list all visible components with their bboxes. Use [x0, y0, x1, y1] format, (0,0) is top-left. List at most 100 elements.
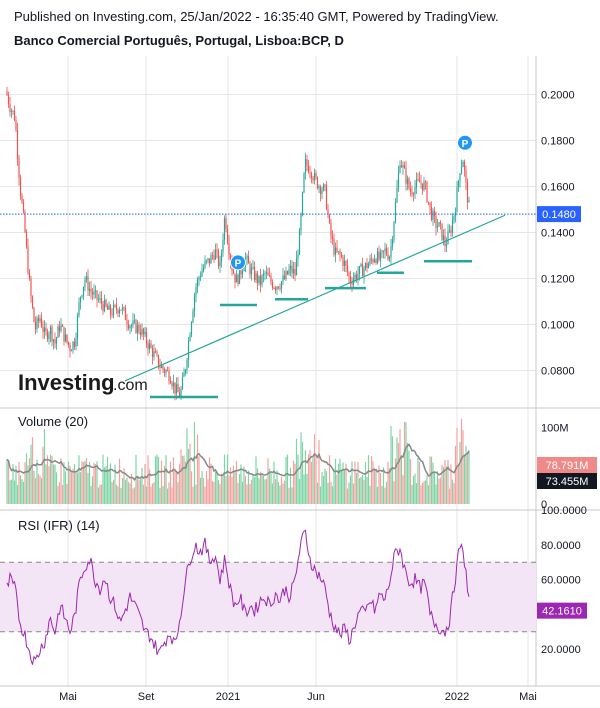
volume-bar — [135, 454, 137, 504]
candle-body — [36, 318, 38, 330]
candle-body — [205, 260, 208, 261]
volume-bar — [352, 483, 355, 504]
candle-body — [358, 266, 361, 274]
volume-bar — [159, 487, 161, 504]
candle-body — [175, 384, 178, 394]
candle-body — [318, 186, 320, 189]
candle-body — [256, 273, 259, 284]
volume-bar — [156, 454, 158, 504]
volume-bar — [435, 484, 437, 504]
candle-body — [202, 267, 205, 271]
volume-bar — [225, 476, 227, 504]
volume-bar — [357, 461, 359, 504]
candle-body — [315, 172, 317, 178]
volume-bar — [48, 466, 50, 504]
candle-body — [213, 255, 215, 260]
volume-bar — [459, 442, 461, 504]
candle-body — [382, 250, 385, 252]
candle-body — [136, 324, 139, 333]
candle-body — [439, 222, 442, 224]
candle-body — [16, 130, 19, 159]
volume-bar — [345, 463, 347, 504]
candle-body — [75, 338, 77, 347]
published-caption: Published on Investing.com, 25/Jan/2022 … — [14, 9, 499, 24]
investing-logo: Investing — [18, 370, 115, 395]
candle-body — [78, 302, 80, 316]
candle-body — [295, 258, 298, 276]
candle-body — [325, 184, 328, 210]
candle-body — [310, 173, 313, 179]
volume-bar — [96, 461, 98, 504]
candle-body — [396, 187, 398, 203]
volume-bar — [366, 476, 368, 504]
volume-bar — [70, 472, 73, 504]
volume-bar — [363, 479, 365, 504]
time-axis-tick: Mai — [519, 691, 537, 703]
volume-bar — [460, 418, 463, 504]
volume-bar — [213, 482, 215, 504]
candle-body — [369, 258, 371, 264]
candle-body — [406, 178, 409, 184]
volume-bar — [399, 429, 401, 504]
volume-bar — [46, 455, 49, 504]
candle-body — [190, 322, 193, 335]
volume-value-b: 73.455M — [546, 476, 589, 488]
volume-bar — [405, 422, 407, 504]
candle-body — [145, 331, 148, 344]
volume-bar — [291, 487, 293, 504]
volume-bar — [63, 462, 65, 504]
volume-bar — [396, 437, 398, 504]
candle-body — [273, 287, 275, 289]
volume-bar — [67, 461, 70, 504]
volume-bar — [58, 482, 61, 504]
candle-body — [93, 291, 95, 295]
volume-bar — [324, 468, 326, 504]
volume-bar — [123, 468, 125, 504]
candle-body — [321, 190, 323, 194]
volume-bar — [121, 478, 124, 504]
candle-body — [142, 328, 145, 335]
candle-body — [9, 104, 11, 112]
candle-body — [147, 343, 149, 350]
candle-body — [189, 334, 191, 342]
volume-bar — [187, 448, 190, 504]
volume-bar — [322, 476, 325, 504]
volume-bar — [22, 481, 25, 504]
candle-body — [81, 295, 83, 298]
volume-bar — [270, 473, 272, 504]
candle-body — [370, 258, 373, 260]
candle-body — [399, 165, 401, 173]
volume-bar — [82, 462, 85, 504]
candle-body — [163, 369, 166, 373]
candle-body — [73, 341, 76, 347]
candle-body — [330, 222, 332, 237]
candle-body — [456, 187, 458, 213]
volume-bar — [333, 468, 335, 504]
candle-body — [210, 255, 212, 264]
volume-bar — [43, 429, 46, 504]
candle-body — [39, 318, 41, 322]
volume-bar — [349, 475, 352, 504]
volume-bar — [372, 461, 374, 504]
candle-body — [159, 366, 161, 369]
volume-bar — [94, 463, 97, 504]
volume-bar — [81, 461, 83, 504]
volume-bar — [310, 461, 313, 504]
volume-bar — [312, 456, 314, 504]
volume-bar — [12, 464, 14, 504]
volume-bar — [423, 480, 425, 504]
candle-body — [367, 263, 370, 269]
candle-body — [264, 273, 266, 274]
volume-bar — [354, 461, 356, 504]
volume-axis-tick: 100M — [541, 422, 569, 434]
candle-body — [111, 314, 113, 316]
candle-body — [15, 120, 17, 131]
volume-bar — [202, 478, 205, 504]
volume-bar — [73, 464, 76, 504]
volume-bar — [406, 442, 409, 504]
volume-bar — [438, 478, 440, 504]
volume-bar — [264, 479, 266, 504]
candle-body — [144, 331, 146, 335]
volume-bar — [391, 436, 394, 504]
